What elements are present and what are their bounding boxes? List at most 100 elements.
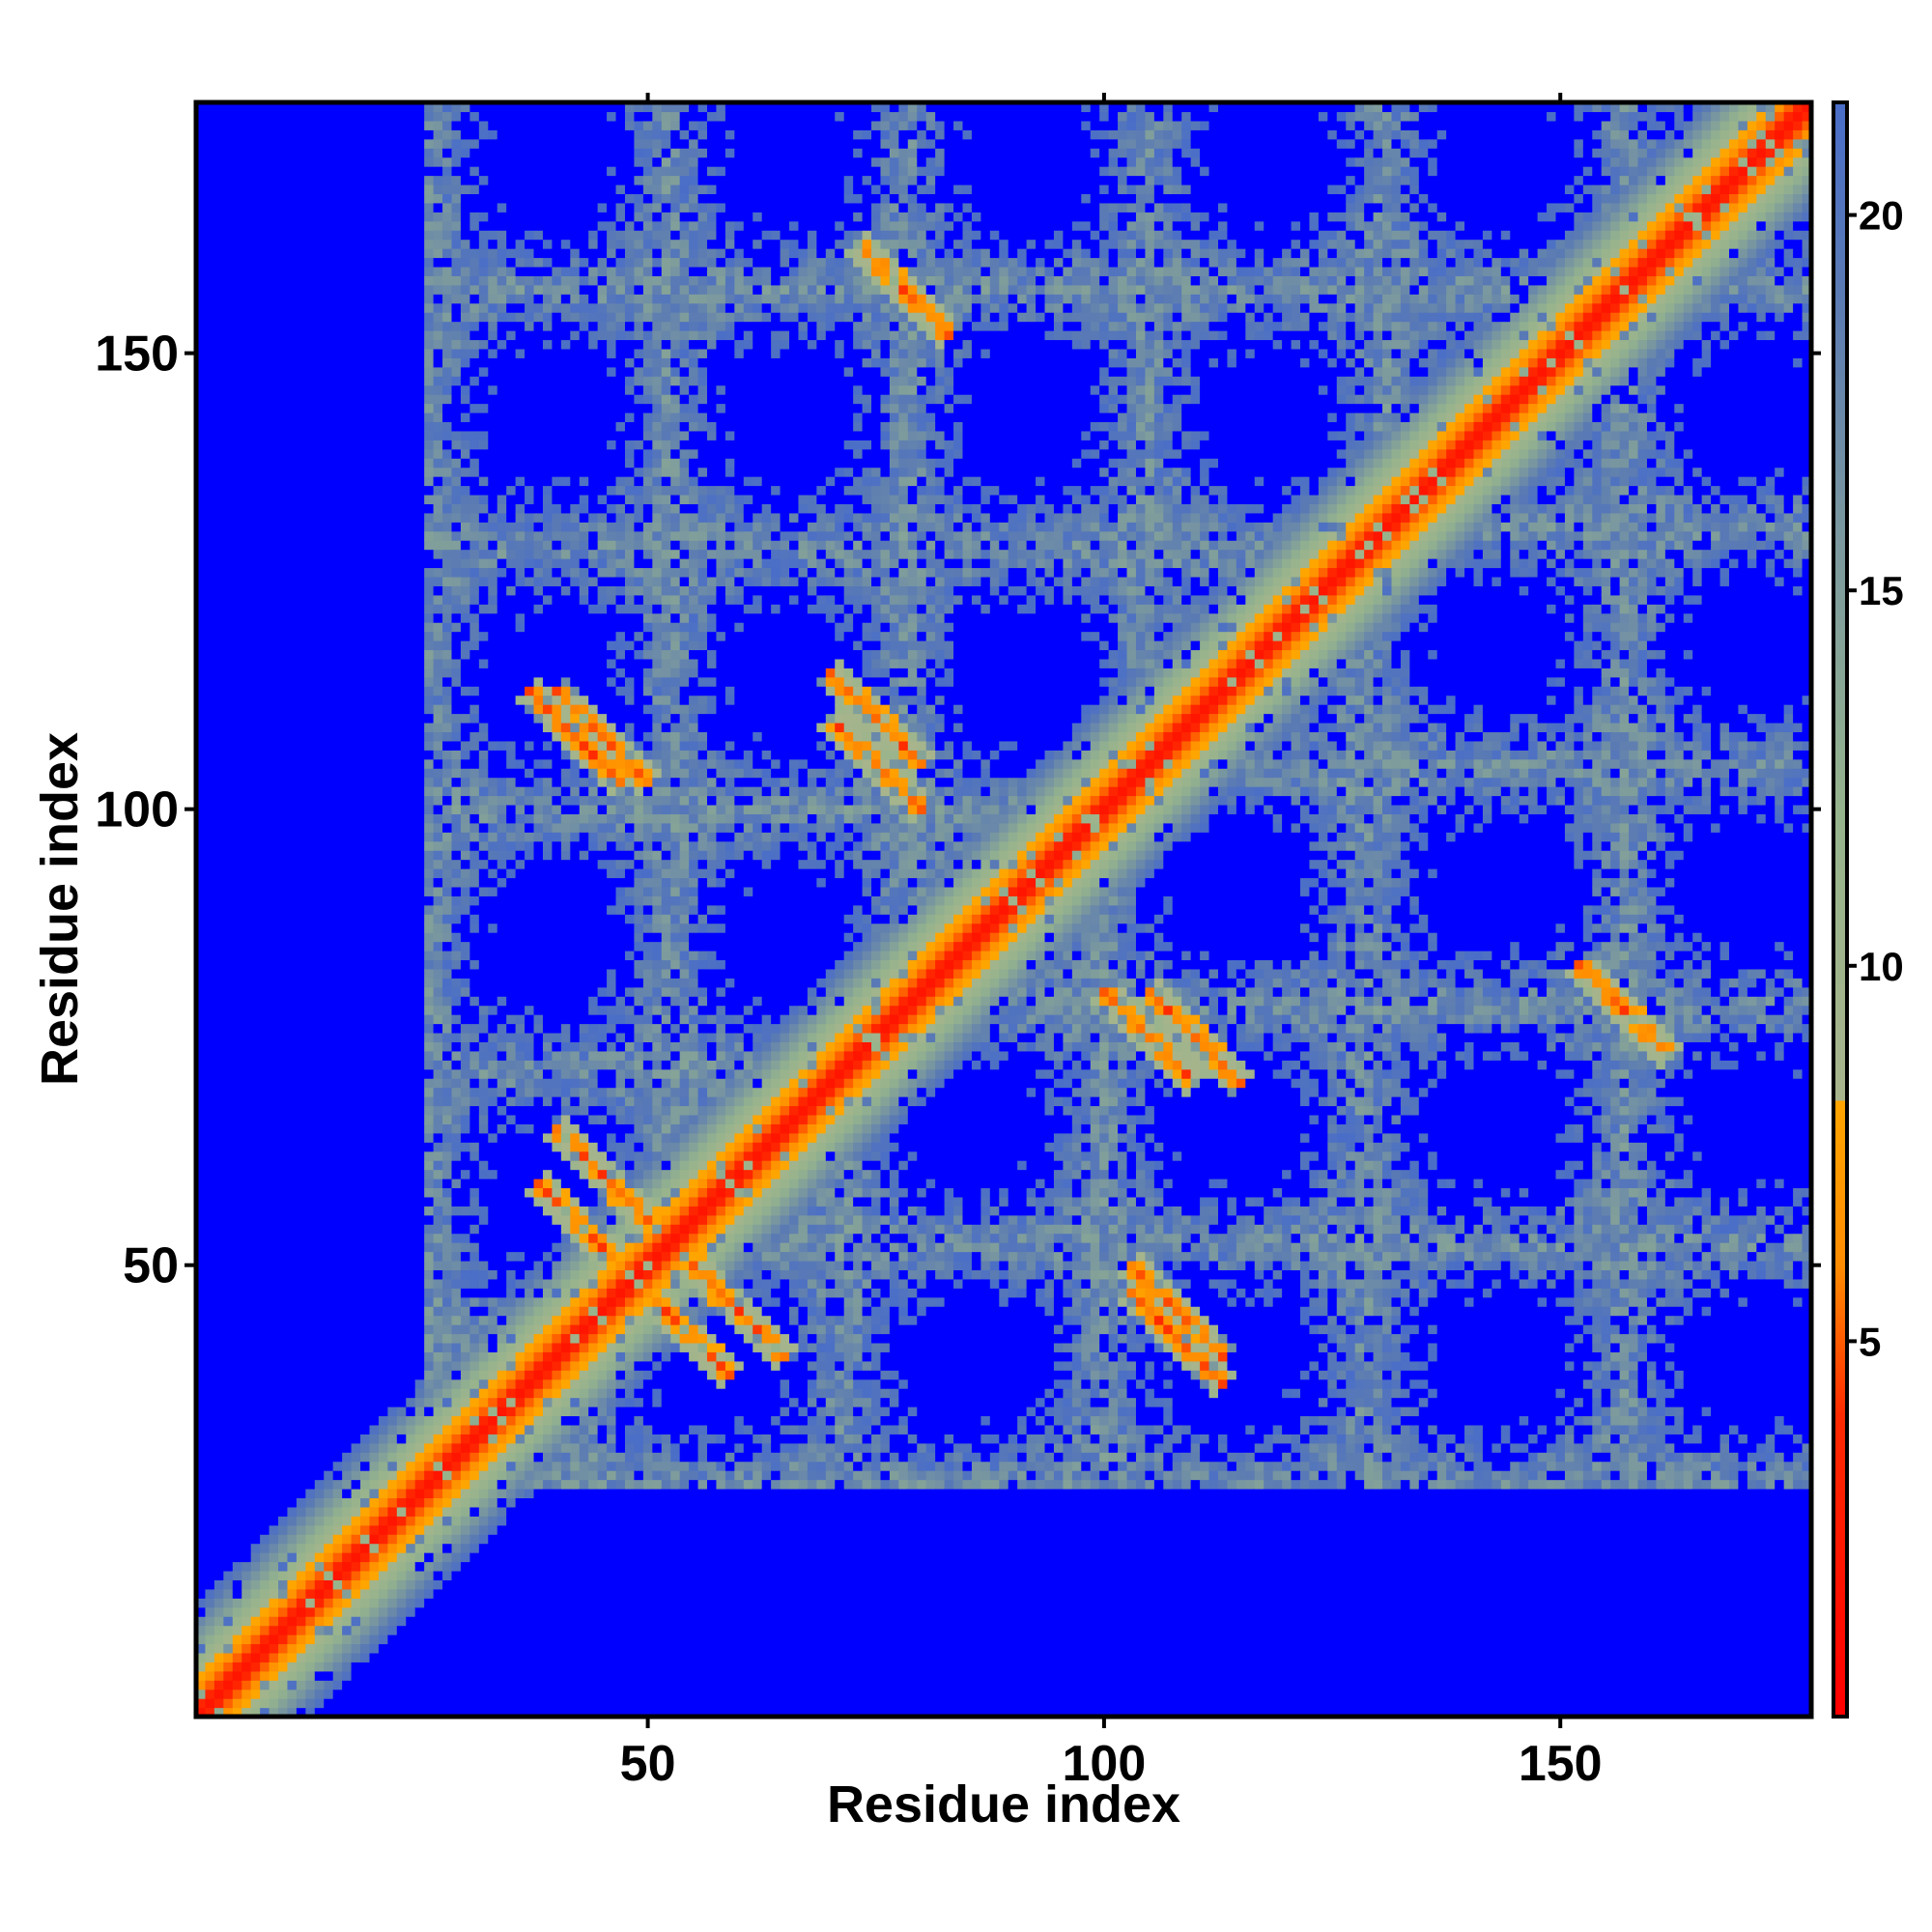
heatmap-cell: [242, 495, 251, 504]
heatmap-cell: [270, 1033, 279, 1042]
heatmap-cell: [406, 1388, 415, 1398]
heatmap-cell: [270, 1069, 279, 1079]
heatmap-cell: [233, 513, 242, 523]
heatmap-cell: [278, 1187, 288, 1197]
heatmap-cell: [379, 1269, 388, 1279]
heatmap-cell: [223, 176, 233, 185]
heatmap-cell: [342, 1562, 352, 1572]
heatmap-cell: [223, 1252, 233, 1262]
heatmap-cell: [205, 540, 214, 550]
heatmap-cell: [315, 1179, 325, 1188]
heatmap-cell: [369, 622, 379, 632]
heatmap-cell: [352, 157, 361, 167]
heatmap-cell: [278, 1507, 288, 1517]
heatmap-cell: [379, 193, 388, 203]
heatmap-cell: [360, 895, 370, 905]
heatmap-cell: [360, 723, 370, 732]
heatmap-cell: [260, 1197, 270, 1207]
heatmap-cell: [214, 1406, 224, 1416]
heatmap-cell: [342, 449, 352, 459]
heatmap-cell: [214, 458, 224, 468]
heatmap-cell: [278, 1060, 288, 1069]
heatmap-cell: [324, 495, 333, 504]
heatmap-cell: [287, 969, 297, 979]
heatmap-cell: [387, 1497, 397, 1507]
heatmap-cell: [360, 212, 370, 221]
heatmap-cell: [352, 1215, 361, 1225]
heatmap-cell: [270, 1462, 279, 1471]
heatmap-cell: [360, 376, 370, 385]
heatmap-cell: [379, 203, 388, 213]
heatmap-cell: [360, 1351, 370, 1361]
heatmap-cell: [260, 978, 270, 987]
heatmap-cell: [223, 595, 233, 605]
heatmap-cell: [406, 1662, 415, 1671]
heatmap-cell: [214, 1571, 224, 1580]
heatmap-cell: [260, 1680, 270, 1690]
heatmap-cell: [342, 121, 352, 130]
heatmap-cell: [278, 1024, 288, 1034]
heatmap-cell: [324, 1333, 333, 1343]
heatmap-cell: [270, 914, 279, 923]
heatmap-cell: [214, 203, 224, 213]
heatmap-cell: [242, 312, 251, 322]
heatmap-cell: [315, 1406, 325, 1416]
heatmap-cell: [287, 895, 297, 905]
heatmap-cell: [270, 595, 279, 605]
heatmap-cell: [287, 540, 297, 550]
heatmap-cell: [251, 193, 261, 203]
heatmap-cell: [397, 942, 407, 952]
heatmap-cell: [352, 486, 361, 496]
heatmap-cell: [342, 714, 352, 724]
heatmap-cell: [223, 932, 233, 942]
heatmap-cell: [315, 1333, 325, 1343]
heatmap-cell: [333, 868, 343, 878]
heatmap-cell: [333, 495, 343, 504]
heatmap-cell: [342, 649, 352, 659]
heatmap-cell: [223, 1215, 233, 1225]
heatmap-cell: [233, 1544, 242, 1553]
heatmap-cell: [251, 339, 261, 349]
heatmap-cell: [315, 1014, 325, 1024]
heatmap-cell: [223, 877, 233, 887]
heatmap-cell: [270, 1662, 279, 1671]
heatmap-cell: [242, 1351, 251, 1361]
heatmap-cell: [205, 1507, 214, 1517]
heatmap-cell: [233, 166, 242, 176]
heatmap-cell: [297, 166, 306, 176]
heatmap-cell: [287, 1269, 297, 1279]
heatmap-cell: [369, 714, 379, 724]
heatmap-cell: [397, 1379, 407, 1389]
heatmap-cell: [379, 1571, 388, 1580]
heatmap-cell: [360, 750, 370, 759]
heatmap-cell: [233, 1316, 242, 1325]
heatmap-cell: [360, 312, 370, 322]
heatmap-cell: [387, 1634, 397, 1644]
heatmap-cell: [333, 677, 343, 687]
heatmap-cell: [352, 1497, 361, 1507]
heatmap-cell: [352, 1507, 361, 1517]
heatmap-cell: [387, 778, 397, 787]
heatmap-cell: [324, 1370, 333, 1379]
heatmap-cell: [315, 1297, 325, 1307]
heatmap-cell: [251, 585, 261, 595]
heatmap-cell: [333, 1252, 343, 1262]
heatmap-cell: [333, 1160, 343, 1170]
heatmap-cell: [360, 914, 370, 923]
heatmap-cell: [406, 895, 415, 905]
heatmap-cell: [260, 486, 270, 496]
heatmap-cell: [205, 1643, 214, 1653]
heatmap-cell: [260, 805, 270, 814]
heatmap-cell: [406, 531, 415, 541]
heatmap-cell: [214, 1160, 224, 1170]
heatmap-cell: [333, 805, 343, 814]
heatmap-cell: [360, 193, 370, 203]
heatmap-cell: [379, 978, 388, 987]
heatmap-cell: [205, 622, 214, 632]
heatmap-cell: [287, 640, 297, 650]
heatmap-cell: [406, 1261, 415, 1270]
heatmap-cell: [352, 1525, 361, 1535]
heatmap-cell: [242, 832, 251, 841]
heatmap-cell: [278, 1534, 288, 1544]
heatmap-cell: [251, 257, 261, 267]
